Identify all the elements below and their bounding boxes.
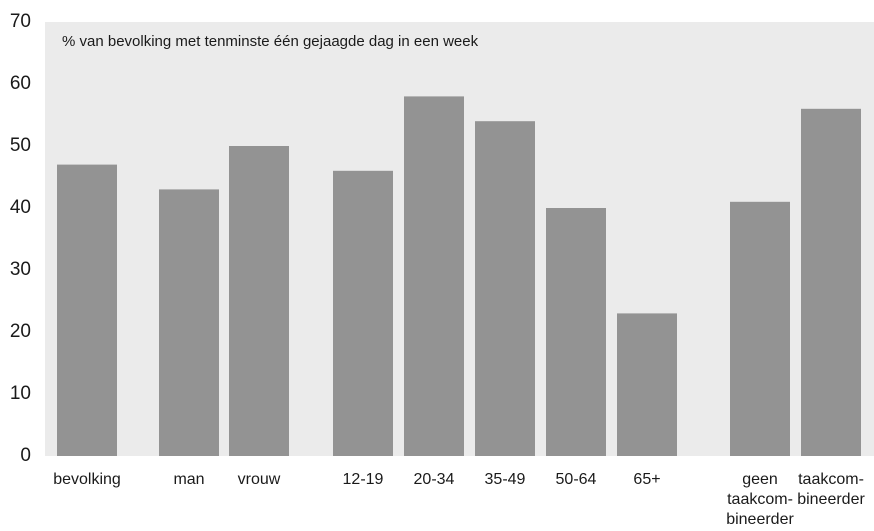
bar xyxy=(475,121,535,456)
x-tick-label: 65+ xyxy=(633,471,660,488)
y-tick-label: 40 xyxy=(10,197,31,218)
x-tick-label: 20-34 xyxy=(414,471,455,488)
y-tick-label: 50 xyxy=(10,135,31,156)
y-tick-label: 60 xyxy=(10,73,31,94)
bar xyxy=(333,170,393,457)
x-tick-label: geen taakcom-bineerder xyxy=(726,471,794,528)
x-tick-label: bevolking xyxy=(53,471,121,488)
bar xyxy=(730,201,790,456)
bar xyxy=(57,164,117,456)
x-tick-label: 50-64 xyxy=(556,471,597,488)
bar xyxy=(617,313,677,456)
bar xyxy=(801,108,861,457)
x-tick-label: man xyxy=(173,471,204,488)
x-tick-label: vrouw xyxy=(238,471,281,488)
y-tick-label: 0 xyxy=(20,445,31,466)
x-tick-label: 12-19 xyxy=(343,471,384,488)
y-tick-label: 20 xyxy=(10,321,31,342)
bar xyxy=(404,96,464,457)
y-tick-label: 30 xyxy=(10,259,31,280)
y-tick-label: 10 xyxy=(10,383,31,404)
annotation: % van bevolking met tenminste één gejaag… xyxy=(62,33,479,50)
x-tick-label: 35-49 xyxy=(485,471,526,488)
bar xyxy=(159,189,219,456)
bar xyxy=(546,208,606,456)
x-tick-label: taakcom-bineerder xyxy=(797,471,865,508)
bar xyxy=(229,146,289,456)
y-tick-label: 70 xyxy=(10,11,31,32)
